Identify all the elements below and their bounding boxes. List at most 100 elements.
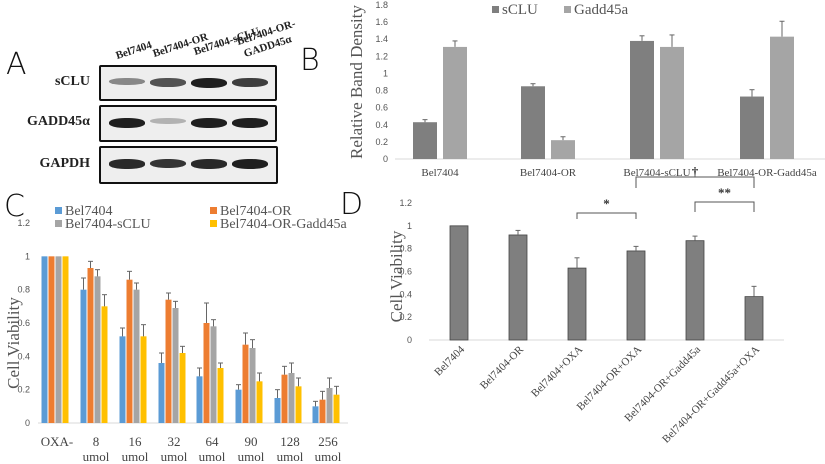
y-tick-label: 0.8: [399, 244, 412, 254]
x-tick-label: Bel7404-OR: [478, 343, 527, 392]
x-tick-label: umol: [238, 449, 265, 464]
significance-label: †: [692, 165, 699, 179]
bar: [288, 373, 295, 423]
bar: [48, 256, 55, 423]
blot-band: [109, 118, 145, 128]
y-tick-label: 0.4: [17, 351, 30, 361]
panel-letter-a: A: [6, 47, 27, 82]
x-tick-label: 256: [318, 434, 338, 449]
significance-label: *: [603, 196, 610, 211]
blot-band: [150, 118, 186, 125]
y-tick-label: 1: [383, 68, 388, 78]
significance-bracket: [576, 212, 637, 219]
x-tick-label: Bel7404+OXA: [529, 344, 585, 400]
bar: [249, 348, 256, 423]
bar: [626, 250, 646, 341]
blot-row-sclu: [99, 65, 277, 101]
legend-label: Gadd45a: [574, 2, 628, 18]
y-tick-label: 1.6: [375, 17, 388, 27]
y-tick-label: 1.2: [375, 51, 388, 61]
bar: [41, 256, 48, 423]
legend-label: Bel7404-sCLU: [65, 217, 151, 232]
y-axis-title: Cell Viability: [4, 297, 23, 389]
bar: [630, 40, 654, 159]
y-tick-label: 0: [25, 418, 30, 428]
x-tick-label: umol: [315, 449, 342, 464]
bar: [165, 299, 172, 423]
bar: [55, 256, 62, 423]
legend-label: Bel7404-OR: [220, 204, 292, 219]
blot-band: [109, 159, 145, 169]
bar: [521, 86, 545, 159]
bar: [326, 388, 333, 423]
significance-bracket: [635, 176, 755, 188]
chart-b: 0 0.2 0.4 0.6 0.8 1 1.2 1.4 1.6 1.8 Relative Band …: [347, 0, 825, 179]
legend-label: Bel7404-OR-Gadd45a: [220, 217, 348, 232]
blot-band: [232, 118, 268, 128]
y-tick-label: 0.4: [399, 289, 412, 299]
y-tick-label: 0: [407, 335, 412, 345]
x-tick-label: Bel7404: [421, 167, 459, 179]
legend-label: sCLU: [502, 2, 538, 18]
bar: [319, 399, 326, 423]
y-tick-label: 1.8: [375, 0, 388, 10]
blot-row-label: GAPDH: [39, 156, 90, 171]
blot-band: [191, 118, 227, 128]
x-tick-label: Bel7404-OR+OXA: [575, 344, 645, 414]
blot-band: [150, 78, 186, 87]
bar: [443, 46, 467, 159]
significance-label: **: [718, 185, 731, 200]
y-tick-label: 0.8: [17, 285, 30, 295]
bar: [312, 406, 319, 423]
y-tick-label: 0.8: [375, 86, 388, 96]
y-tick-label: 0.6: [17, 318, 30, 328]
bar: [172, 308, 179, 423]
bar: [133, 289, 140, 423]
x-tick-label: umol: [277, 449, 304, 464]
blot-band: [150, 159, 186, 169]
y-tick-label: 0: [383, 154, 388, 164]
x-tick-label: Bel7404-OR: [520, 167, 577, 179]
blot-row-gadd45a: [99, 105, 277, 142]
bar: [281, 374, 288, 423]
bar: [80, 289, 87, 423]
y-tick-label: 0.6: [399, 267, 412, 277]
y-tick-label: 0.2: [375, 137, 388, 147]
y-tick-label: 1.2: [399, 198, 412, 208]
bar: [551, 140, 575, 159]
bar: [295, 386, 302, 423]
bar: [508, 234, 528, 341]
bar: [770, 36, 794, 159]
x-tick-label: Bel7404-OR+Gadd45a+OXA: [660, 344, 762, 446]
bar: [126, 279, 133, 423]
panel-letter-c: C: [4, 189, 25, 224]
bar: [62, 256, 69, 423]
x-tick-label: umol: [161, 449, 188, 464]
bar: [274, 398, 281, 423]
blot-row-label: sCLU: [54, 74, 90, 89]
bar: [740, 96, 764, 159]
x-tick-label: 90: [245, 434, 258, 449]
bar: [413, 122, 437, 159]
blot-band: [191, 159, 227, 169]
legend-swatch: [564, 6, 571, 13]
y-tick-label: 0.6: [375, 103, 388, 113]
y-tick-label: 1.4: [375, 34, 388, 44]
bar: [333, 394, 340, 423]
bar: [744, 296, 764, 341]
x-tick-label: Bel7404: [432, 343, 467, 378]
blot-band: [191, 78, 227, 88]
x-tick-label: umol: [122, 449, 149, 464]
significance-bracket: [694, 201, 755, 212]
bar: [158, 363, 165, 423]
bar: [101, 306, 108, 423]
x-tick-label: 128: [280, 434, 300, 449]
legend-label: Bel7404: [65, 204, 112, 219]
y-tick-label: 1: [407, 221, 412, 231]
bar: [242, 344, 249, 423]
legend-swatch: [55, 207, 62, 214]
legend-swatch: [210, 207, 217, 214]
bar: [256, 381, 263, 423]
panel-letter-b: B: [300, 43, 320, 78]
